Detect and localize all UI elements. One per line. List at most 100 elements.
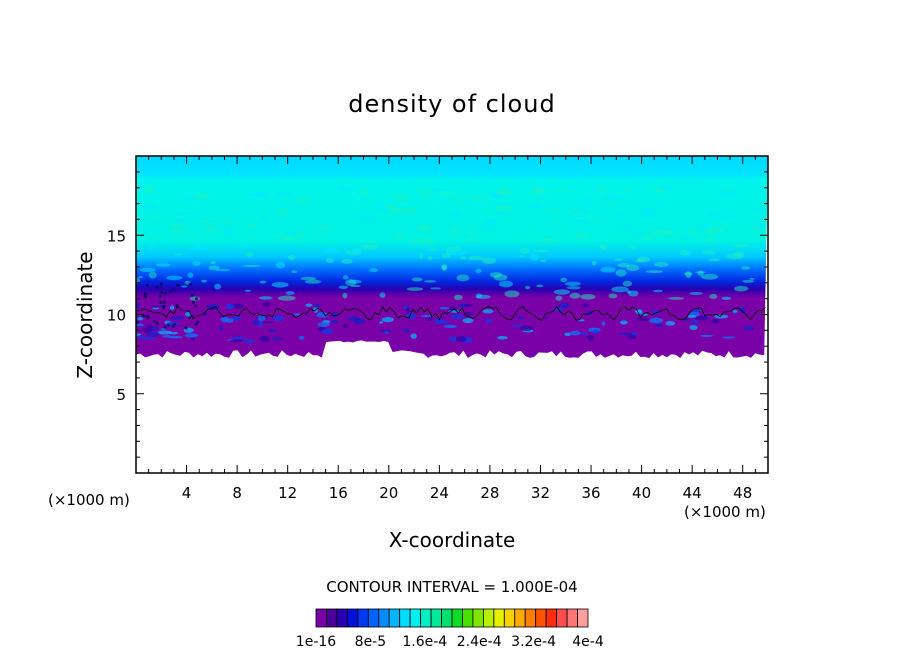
cloud-streak — [409, 238, 419, 244]
cloud-streak — [411, 277, 423, 282]
cloud-streak — [427, 256, 433, 261]
colorbar-swatch — [514, 608, 526, 628]
cloud-streak — [653, 261, 669, 267]
cloud-streak — [383, 210, 392, 214]
cloud-cell — [742, 326, 755, 331]
cloud-streak — [722, 189, 732, 193]
cloud-streak — [451, 197, 470, 200]
cloud-cell — [649, 317, 664, 324]
cloud-streak — [679, 235, 692, 241]
cloud-streak — [524, 285, 531, 290]
cloud-streak — [653, 289, 663, 293]
x-tick-label: 48 — [733, 484, 752, 502]
colorbar-label: 4e-4 — [572, 634, 604, 650]
cloud-streak — [710, 227, 726, 233]
cloud-cell — [448, 336, 458, 342]
cloud-cell — [232, 336, 245, 340]
colorbar-label: 8e-5 — [355, 634, 386, 650]
cloud-cell — [229, 339, 244, 343]
cloud-cell — [378, 321, 384, 324]
cloud-streak — [568, 210, 585, 214]
cloud-cell — [462, 318, 474, 324]
cloud-streak — [531, 187, 546, 195]
cloud-streak — [277, 295, 296, 301]
cloud-streak — [741, 266, 751, 270]
cloud-streak — [327, 245, 336, 248]
colorbar-label: 1e-16 — [296, 634, 336, 650]
cloud-streak — [278, 208, 288, 215]
cloud-cell — [655, 323, 663, 328]
cloud-cell — [195, 297, 199, 301]
cloud-streak — [482, 196, 489, 201]
cloud-cell — [176, 284, 180, 287]
cloud-streak — [368, 240, 377, 244]
y-tick-label: 10 — [107, 307, 126, 325]
cloud-cell — [579, 332, 589, 335]
cloud-streak — [749, 225, 761, 230]
cloud-streak — [141, 203, 155, 209]
cloud-cell — [136, 333, 142, 336]
cloud-cell — [243, 339, 255, 344]
cloud-cell — [201, 311, 208, 316]
cloud-streak — [275, 261, 286, 269]
cloud-cell — [331, 311, 339, 318]
cloud-streak — [749, 244, 768, 249]
cloud-streak — [230, 243, 240, 247]
cloud-streak — [295, 198, 309, 204]
cloud-cell — [184, 333, 199, 338]
cloud-cell — [293, 313, 302, 316]
cloud-streak — [273, 234, 286, 238]
cloud-streak — [591, 260, 597, 266]
cloud-streak — [518, 254, 525, 258]
colorbar-swatch — [577, 608, 589, 628]
cloud-streak — [340, 239, 346, 245]
cloud-streak — [176, 212, 190, 215]
cloud-cell — [225, 303, 235, 310]
cloud-cell — [262, 321, 274, 324]
cloud-streak — [291, 270, 298, 274]
cloud-cell — [155, 322, 159, 325]
cloud-cell — [158, 294, 162, 298]
cloud-streak — [174, 253, 183, 256]
cloud-cell — [136, 302, 141, 309]
cloud-streak — [733, 243, 749, 248]
cloud-streak — [499, 280, 513, 288]
cloud-streak — [194, 243, 210, 251]
cloud-cell — [714, 314, 729, 319]
colorbar-swatch — [420, 608, 432, 628]
cloud-cell — [257, 321, 264, 327]
cloud-cell — [192, 300, 195, 304]
cloud-cell — [690, 320, 700, 324]
cloud-streak — [138, 276, 143, 279]
y-tick-labels: 5 10 15 — [107, 227, 126, 404]
cloud-streak — [611, 286, 629, 293]
cloud-streak — [360, 244, 379, 250]
colorbar-swatch — [524, 608, 537, 628]
cloud-streak — [260, 215, 267, 221]
colorbar-swatch — [326, 608, 338, 628]
cloud-streak — [734, 285, 749, 292]
cloud-streak — [406, 287, 424, 291]
cloud-streak — [136, 277, 141, 284]
cloud-streak — [600, 266, 616, 273]
cloud-cell — [342, 323, 348, 328]
cloud-streak — [438, 190, 456, 195]
cloud-cell — [641, 313, 648, 316]
cloud-cell — [191, 336, 196, 341]
cloud-streak — [192, 260, 201, 266]
cloud-cell — [482, 309, 494, 314]
cloud-cell — [313, 303, 321, 308]
cloud-streak — [482, 218, 498, 224]
cloud-streak — [281, 235, 295, 241]
cloud-cell — [450, 314, 465, 320]
cloud-cell — [160, 328, 166, 331]
cloud-streak — [701, 273, 719, 280]
cloud-streak — [640, 212, 656, 219]
cloud-streak — [417, 189, 434, 194]
y-axis-label: Z-coordinate — [73, 251, 97, 378]
cloud-streak — [629, 246, 637, 250]
cloud-streak — [615, 213, 630, 217]
cloud-streak — [400, 208, 417, 215]
cloud-streak — [517, 226, 524, 229]
cloud-cell — [194, 304, 198, 308]
